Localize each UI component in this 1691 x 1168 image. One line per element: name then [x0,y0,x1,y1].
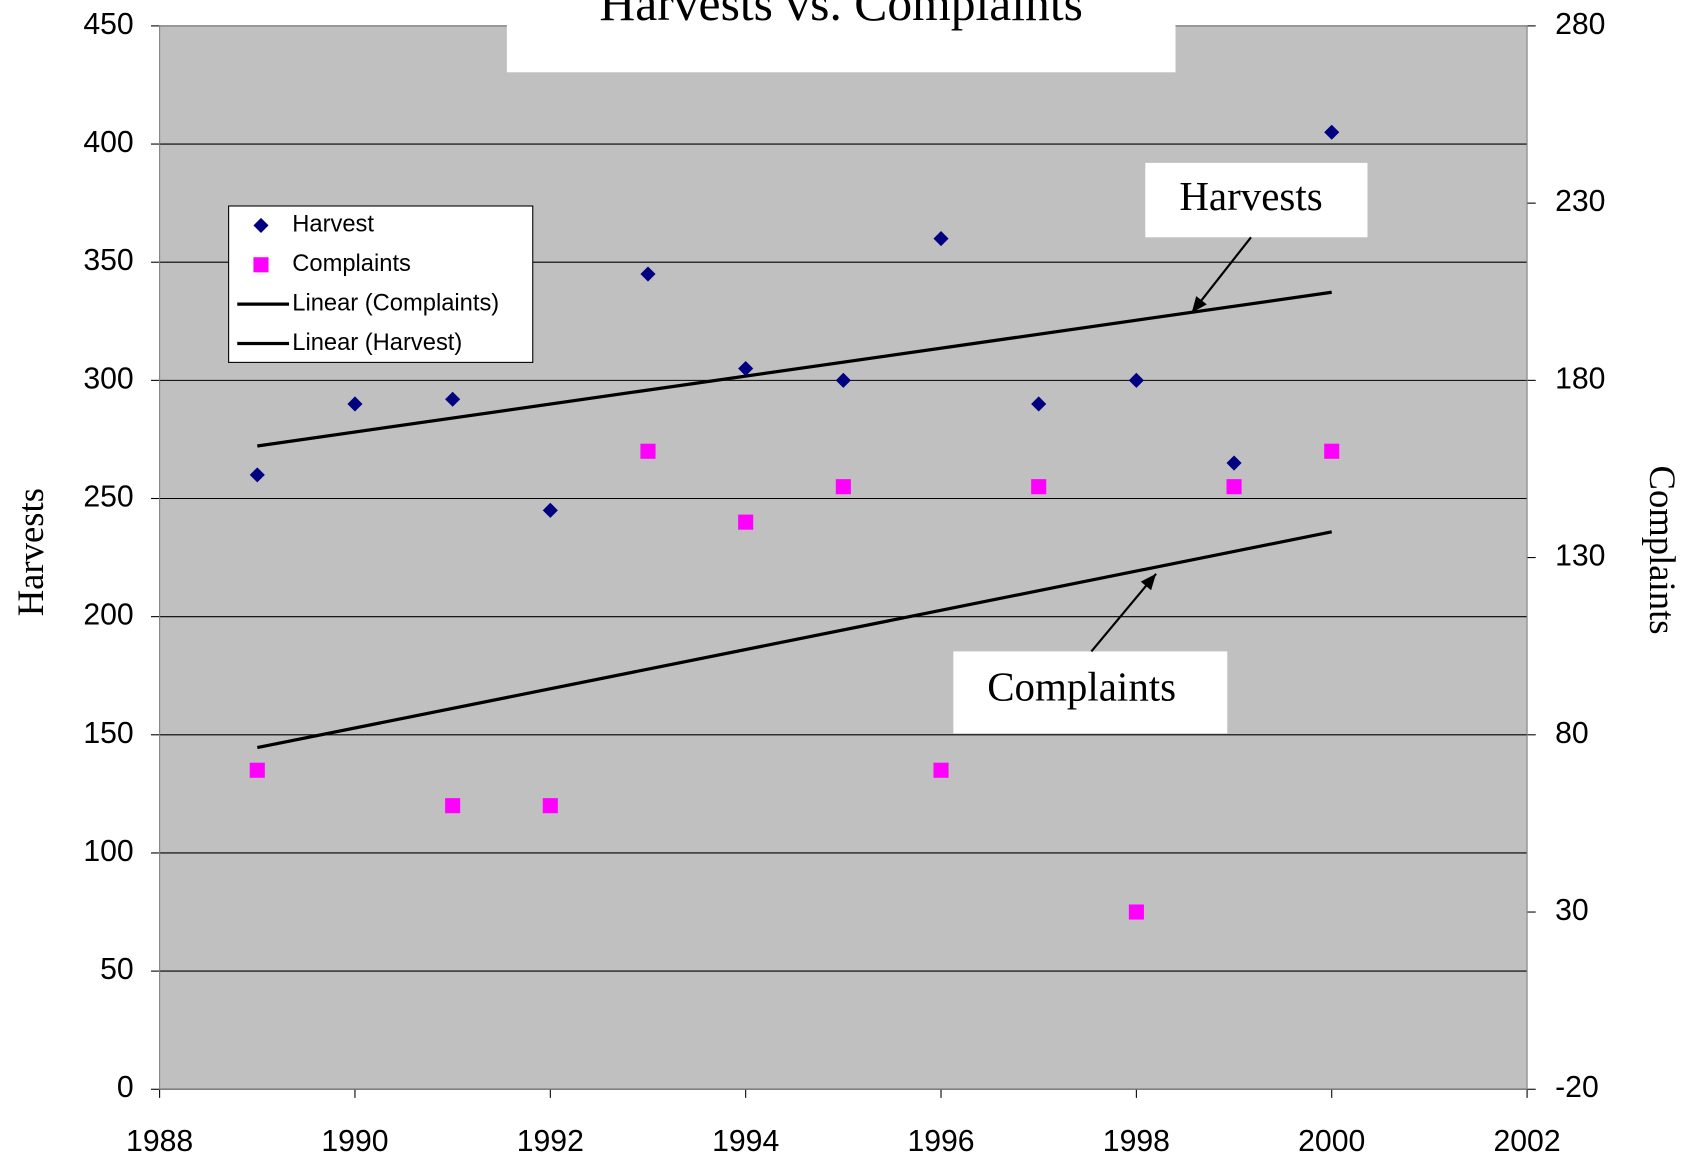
annotation-box [953,651,1228,734]
legend-label: Linear (Complaints) [292,290,499,316]
y2-tick-label: 130 [1555,540,1605,573]
x-tick-label: 1988 [126,1125,193,1158]
annotation: Harvests [1179,173,1322,219]
square-marker [1031,479,1047,495]
annotation: Complaints [987,664,1176,710]
square-marker [835,479,851,495]
y-axis-title: Harvests [10,488,51,616]
legend-box [228,205,534,363]
square-marker [1226,479,1242,495]
diamond-marker [640,266,656,282]
y-tick-label: 100 [83,835,133,868]
x-tick-label: 1994 [712,1125,779,1158]
diamond-marker [253,217,269,233]
y-tick-label: 400 [83,126,133,159]
y2-tick-label: -20 [1555,1071,1599,1104]
annotation-arrow [1090,573,1157,653]
square-marker [445,798,461,814]
diamond-marker [1031,396,1047,412]
legend-label: Harvest [292,212,374,238]
x-tick-label: 1996 [907,1125,974,1158]
x-tick-label: 2002 [1493,1125,1560,1158]
y2-tick-label: 180 [1555,362,1605,395]
diamond-marker [1324,124,1340,140]
diamond-marker [1128,372,1144,388]
square-marker [640,443,656,459]
legend-label: Linear (Harvest) [292,330,462,356]
x-tick-label: 1992 [517,1125,584,1158]
y-tick-label: 300 [83,362,133,395]
arrow-head [1191,296,1207,313]
legend-label: Complaints [292,251,411,277]
y-tick-label: 150 [83,717,133,750]
chart-title: Harvests vs. Complaints [599,0,1083,31]
square-marker [1324,443,1340,459]
annotation-arrow [1190,236,1252,314]
y2-tick-label: 80 [1555,717,1589,750]
annotation-box [1145,162,1368,238]
x-tick-label: 1998 [1103,1125,1170,1158]
diamond-marker [347,396,363,412]
trendline [256,530,1333,750]
square-marker [1128,904,1144,920]
square-marker [249,762,265,778]
y-tick-label: 50 [100,953,134,986]
y2-tick-label: 280 [1555,8,1605,41]
square-marker [933,762,949,778]
y2-tick-label: 230 [1555,185,1605,218]
title-box [506,0,1176,73]
square-marker [253,257,269,273]
square-marker [542,798,558,814]
y-tick-label: 0 [117,1071,134,1104]
diamond-marker [1226,455,1242,471]
y2-axis-title: Complaints [1642,466,1683,635]
y2-tick-label: 30 [1555,894,1589,927]
y-tick-label: 450 [83,8,133,41]
trendline [257,290,1332,448]
x-tick-label: 1990 [321,1125,388,1158]
x-tick-label: 2000 [1298,1125,1365,1158]
y-tick-label: 250 [83,480,133,513]
square-marker [738,514,754,530]
diamond-marker [249,467,265,483]
y-tick-label: 350 [83,244,133,277]
arrow-head [1140,573,1157,591]
y-tick-label: 200 [83,599,133,632]
diamond-marker [835,372,851,388]
